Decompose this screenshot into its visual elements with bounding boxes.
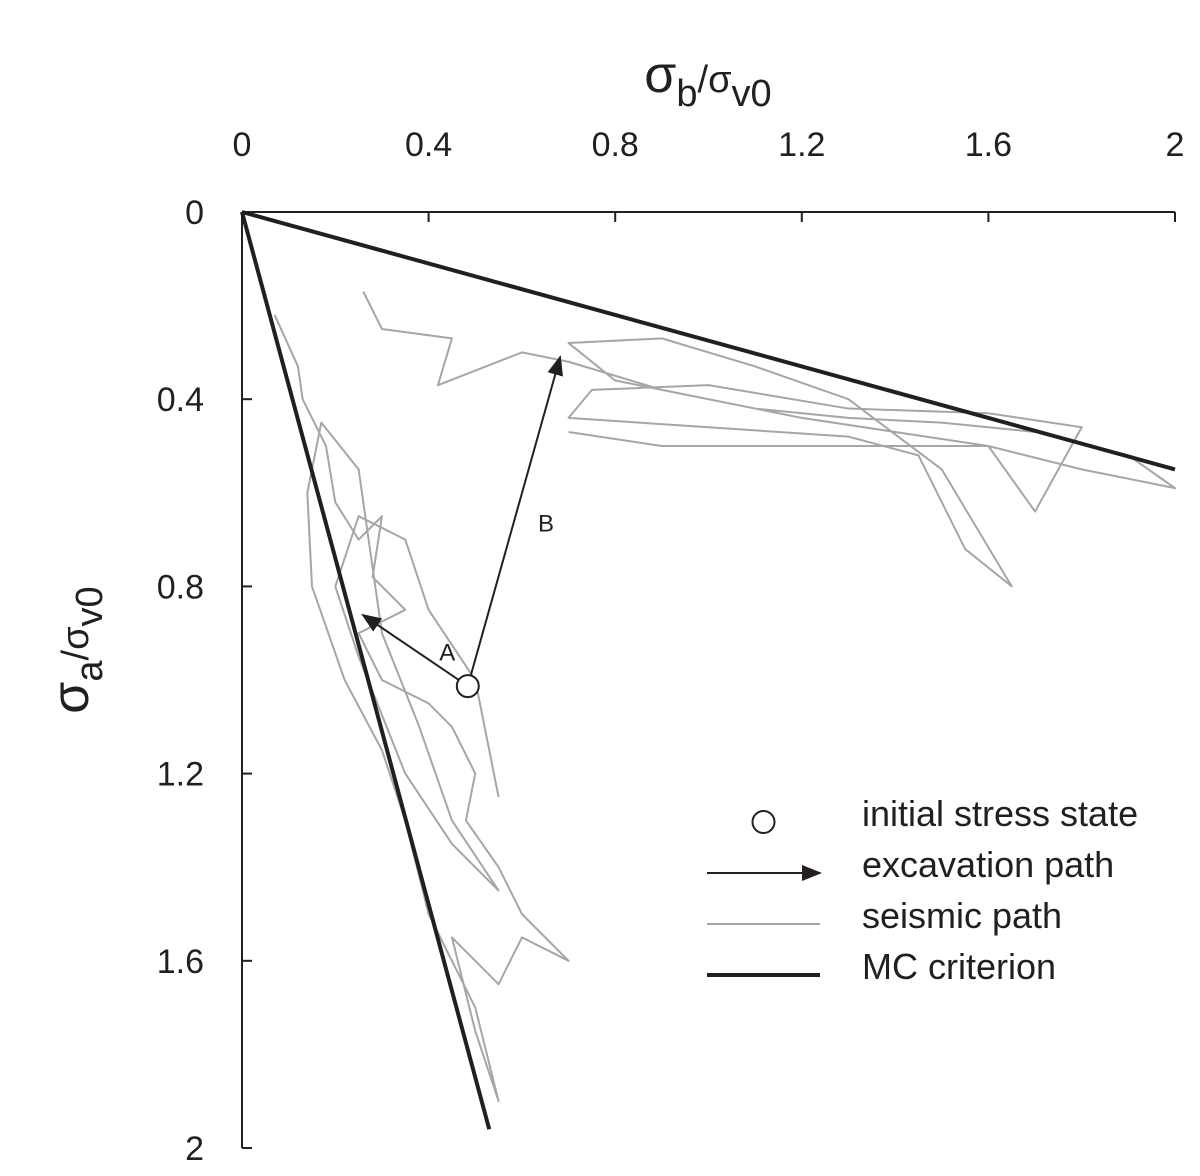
point-marker bbox=[455, 674, 480, 699]
x-tick-label: 1.6 bbox=[965, 126, 1012, 164]
arrow-path bbox=[361, 613, 469, 687]
y-axis-label: σa/σv0 bbox=[42, 586, 111, 713]
arrow-label: B bbox=[538, 511, 554, 538]
data-line bbox=[241, 210, 1176, 472]
x-tick-label: 0.8 bbox=[592, 126, 639, 164]
x-tick-label: 0 bbox=[233, 126, 252, 164]
y-tick-label: 1.6 bbox=[157, 943, 204, 981]
y-tick-label: 0.8 bbox=[157, 568, 204, 606]
y-tick-label: 1.2 bbox=[157, 756, 204, 794]
legend-marker bbox=[751, 810, 776, 834]
legend-label: seismic path bbox=[862, 895, 1062, 936]
y-tick-label: 0 bbox=[185, 194, 204, 232]
data-line bbox=[240, 211, 492, 1130]
y-tick-label: 2 bbox=[185, 1130, 204, 1168]
data-line bbox=[273, 314, 570, 1103]
legend-label: initial stress state bbox=[862, 793, 1138, 834]
legend-label: excavation path bbox=[862, 844, 1114, 885]
legend-label: MC criterion bbox=[862, 946, 1056, 987]
data-line bbox=[362, 291, 1176, 588]
x-tick-label: 0.4 bbox=[405, 126, 452, 164]
y-tick-label: 0.4 bbox=[157, 381, 204, 419]
arrow-path bbox=[466, 355, 563, 687]
arrow-label: A bbox=[439, 640, 455, 667]
x-axis-label: σb/σv0 bbox=[644, 46, 771, 115]
x-tick-label: 2 bbox=[1166, 126, 1185, 164]
x-tick-label: 1.2 bbox=[778, 126, 825, 164]
